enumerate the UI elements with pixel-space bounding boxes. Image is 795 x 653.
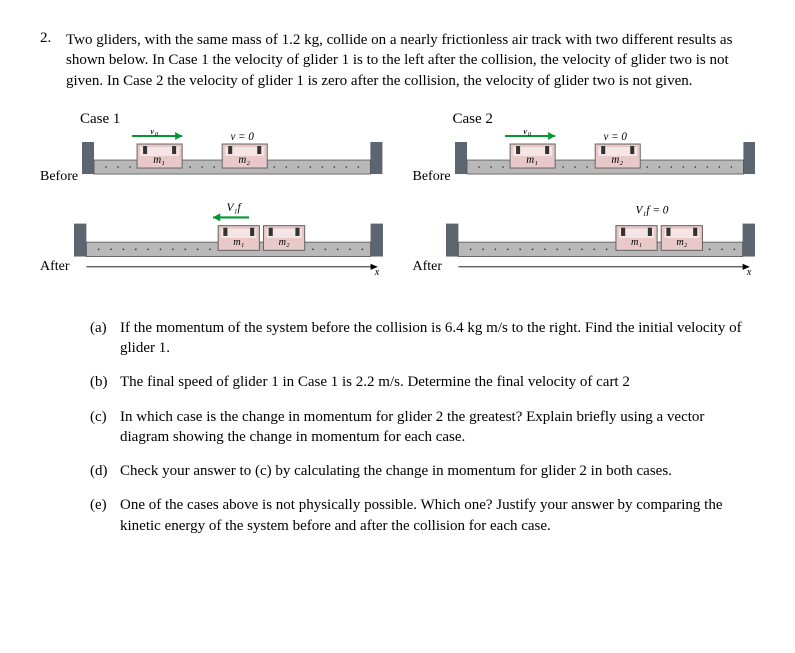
x-axis-label: x: [746, 267, 752, 275]
track-svg: v₀ v = 0 m₁ m₂: [455, 130, 755, 185]
problem-text: Two gliders, with the same mass of 1.2 k…: [66, 30, 755, 91]
m2-label: m₂: [238, 154, 250, 166]
v-eq-0: v = 0: [231, 131, 255, 143]
v1f-zero: V₁f = 0: [636, 204, 669, 216]
v-eq-0: v = 0: [603, 131, 627, 143]
q-text: Check your answer to (c) by calculating …: [120, 461, 755, 481]
case1-column: Case 1 Before v₀ v = 0: [40, 111, 383, 293]
case1-before: Before v₀ v = 0: [40, 130, 383, 185]
q-text: If the momentum of the system before the…: [120, 318, 755, 359]
question-c: (c) In which case is the change in momen…: [90, 407, 755, 448]
q-letter: (a): [90, 318, 112, 359]
m1-label: m₁: [233, 237, 244, 248]
case2-column: Case 2 Before v₀ v = 0: [413, 111, 756, 293]
v0-label: v₀: [522, 130, 531, 137]
q-text: One of the cases above is not physically…: [120, 495, 755, 536]
case2-before: Before v₀ v = 0 m₁: [413, 130, 756, 185]
track-svg: V₁f m₁: [74, 203, 383, 275]
case2-after: After V₁f = 0 m₁ m₂: [413, 203, 756, 275]
x-axis-label: x: [373, 267, 379, 275]
before-label: Before: [40, 169, 78, 185]
track-svg: V₁f = 0 m₁ m₂: [446, 203, 755, 275]
m1-label: m₁: [153, 154, 165, 166]
q-text-inner: Check your answer to (c) by calculating …: [120, 463, 672, 479]
v1f-label: V₁f: [226, 203, 242, 214]
problem-number: 2.: [40, 30, 58, 91]
before-label: Before: [413, 169, 451, 185]
questions-list: (a) If the momentum of the system before…: [90, 318, 755, 536]
v0-label: v₀: [150, 130, 159, 137]
q-text: The final speed of glider 1 in Case 1 is…: [120, 372, 755, 392]
diagrams-row: Case 1 Before v₀ v = 0: [40, 111, 755, 293]
m2-label: m₂: [278, 237, 289, 248]
q-letter: (e): [90, 495, 112, 536]
after-label: After: [40, 259, 70, 275]
question-b: (b) The final speed of glider 1 in Case …: [90, 372, 755, 392]
case2-title: Case 2: [453, 111, 756, 128]
case1-title: Case 1: [80, 111, 383, 128]
question-a: (a) If the momentum of the system before…: [90, 318, 755, 359]
m2-label: m₂: [611, 154, 623, 166]
problem-statement: 2. Two gliders, with the same mass of 1.…: [40, 30, 755, 91]
after-label: After: [413, 259, 443, 275]
m1-label: m₁: [631, 237, 642, 248]
case1-after: After V₁f: [40, 203, 383, 275]
track-svg: v₀ v = 0 m₁: [82, 130, 382, 185]
q-text: In which case is the change in momentum …: [120, 407, 755, 448]
q-letter: (b): [90, 372, 112, 392]
question-e: (e) One of the cases above is not physic…: [90, 495, 755, 536]
question-d: (d) Check your answer to (c) by calculat…: [90, 461, 755, 481]
m2-label: m₂: [676, 237, 687, 248]
m1-label: m₁: [526, 154, 538, 166]
q-letter: (c): [90, 407, 112, 448]
q-letter: (d): [90, 461, 112, 481]
